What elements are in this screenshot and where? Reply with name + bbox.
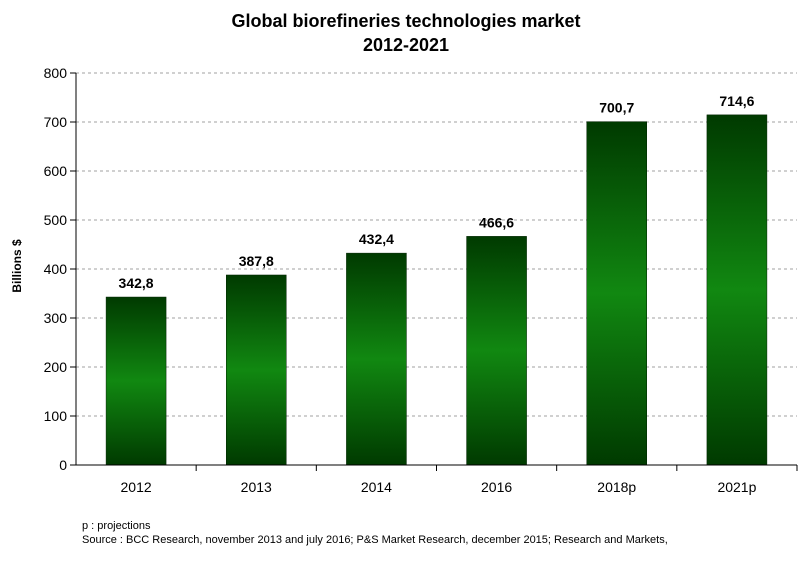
bar-2014 <box>346 252 407 466</box>
data-label-2014: 432,4 <box>359 231 394 247</box>
bar-2013 <box>226 274 287 466</box>
x-tick-label: 2012 <box>121 479 152 495</box>
projection-note: p : projections <box>82 520 151 532</box>
y-tick-label: 200 <box>44 359 68 375</box>
y-axis-label: Billions $ <box>10 239 24 293</box>
chart-notes: p : projections Source : BCC Research, n… <box>82 519 668 547</box>
data-label-2021p: 714,6 <box>719 93 754 109</box>
x-tick-label: 2021p <box>717 479 756 495</box>
source-note: Source : BCC Research, november 2013 and… <box>82 534 668 546</box>
y-tick-label: 500 <box>44 212 68 228</box>
x-tick-label: 2018p <box>597 479 636 495</box>
data-label-2013: 387,8 <box>239 253 274 269</box>
y-tick-label: 700 <box>44 114 68 130</box>
bar-2012 <box>105 296 167 466</box>
x-tick-label: 2016 <box>481 479 512 495</box>
bar-2018p <box>586 121 647 466</box>
y-tick-label: 0 <box>59 457 67 473</box>
x-tick-label: 2014 <box>361 479 392 495</box>
y-tick-label: 600 <box>44 163 68 179</box>
bar-2021p <box>706 114 768 466</box>
chart-title-line2: 2012-2021 <box>363 35 449 55</box>
y-tick-label: 400 <box>44 261 68 277</box>
y-tick-label: 300 <box>44 310 68 326</box>
chart-title-line1: Global biorefineries technologies market <box>231 11 580 31</box>
bar-2016 <box>466 236 527 466</box>
y-tick-label: 800 <box>44 65 68 81</box>
y-tick-label: 100 <box>44 408 68 424</box>
data-label-2012: 342,8 <box>119 275 154 291</box>
x-tick-label: 2013 <box>241 479 272 495</box>
data-label-2016: 466,6 <box>479 214 514 230</box>
data-label-2018p: 700,7 <box>599 100 634 116</box>
